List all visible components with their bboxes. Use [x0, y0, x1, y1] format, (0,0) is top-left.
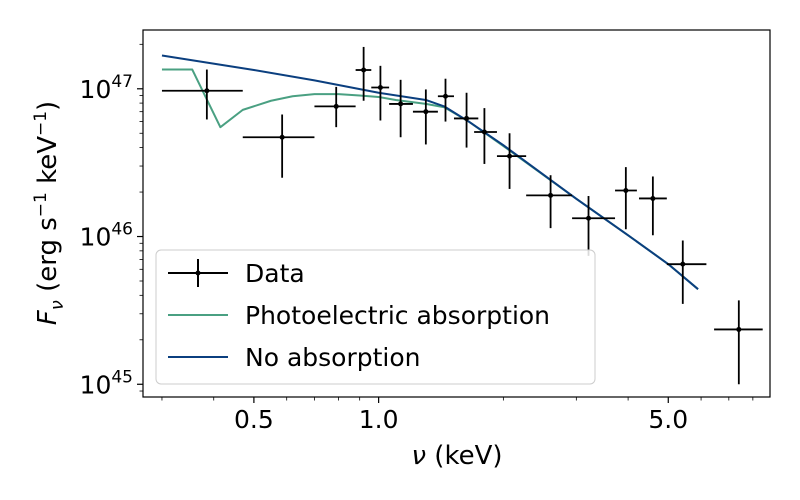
y-tick-label: 1045 [80, 367, 133, 399]
plot-frame [142, 29, 771, 398]
data-point-marker [650, 195, 656, 201]
data-point [474, 108, 497, 164]
legend-label-photoelectric: Photoelectric absorption [245, 301, 550, 330]
x-tick-label: 5.0 [648, 405, 688, 434]
data-point [639, 176, 667, 236]
data-point [453, 92, 479, 148]
series-layer [161, 46, 763, 385]
data-point [161, 69, 243, 120]
data-point [714, 300, 763, 385]
tick-layer: 0.5 1.0 5.0 1045 1046 1047 [80, 43, 754, 434]
y-tick-label: 1047 [80, 72, 133, 104]
data-point-marker [333, 103, 339, 109]
data-point [572, 196, 616, 256]
data-point [526, 175, 573, 229]
data-point-marker [464, 115, 470, 121]
data-point-marker [204, 88, 210, 94]
data-point-marker [423, 109, 429, 115]
data-point-marker [361, 67, 367, 73]
legend: Data Photoelectric absorption No absorpt… [155, 249, 596, 385]
x-tick-label: 1.0 [359, 405, 399, 434]
legend-box [155, 249, 596, 385]
data-point-marker [279, 134, 285, 140]
data-point-marker [680, 261, 686, 267]
data-point-marker [481, 129, 487, 135]
data-point [371, 65, 390, 121]
data-point [314, 86, 356, 128]
data-point-marker [398, 101, 404, 107]
data-point [412, 89, 438, 145]
legend-data-marker [195, 270, 201, 276]
legend-label-data: Data [245, 259, 305, 288]
legend-entry-no-absorption: No absorption [168, 343, 421, 372]
y-tick-label: 1046 [80, 220, 133, 252]
x-axis-label: ν (keV) [412, 441, 503, 471]
series-line-no-absorption [161, 54, 699, 290]
data-point-marker [548, 192, 554, 198]
data-point [615, 167, 637, 230]
data-point [496, 133, 527, 189]
data-point-marker [586, 215, 592, 221]
legend-label-no-absorption: No absorption [245, 343, 421, 372]
data-point [355, 46, 372, 101]
data-point [437, 78, 454, 122]
data-point [389, 79, 413, 138]
data-point [666, 240, 707, 304]
x-tick-label: 0.5 [234, 405, 274, 434]
data-point-marker [507, 153, 513, 159]
legend-entry-photoelectric: Photoelectric absorption [168, 301, 550, 330]
data-point-marker [442, 93, 448, 99]
legend-entry-data: Data [168, 259, 305, 288]
data-point-marker [623, 187, 629, 193]
data-point-marker [377, 85, 383, 91]
y-axis-label: Fν (erg s−1 keV−1) [31, 101, 68, 325]
data-point-marker [736, 326, 742, 332]
data-point [242, 114, 315, 178]
